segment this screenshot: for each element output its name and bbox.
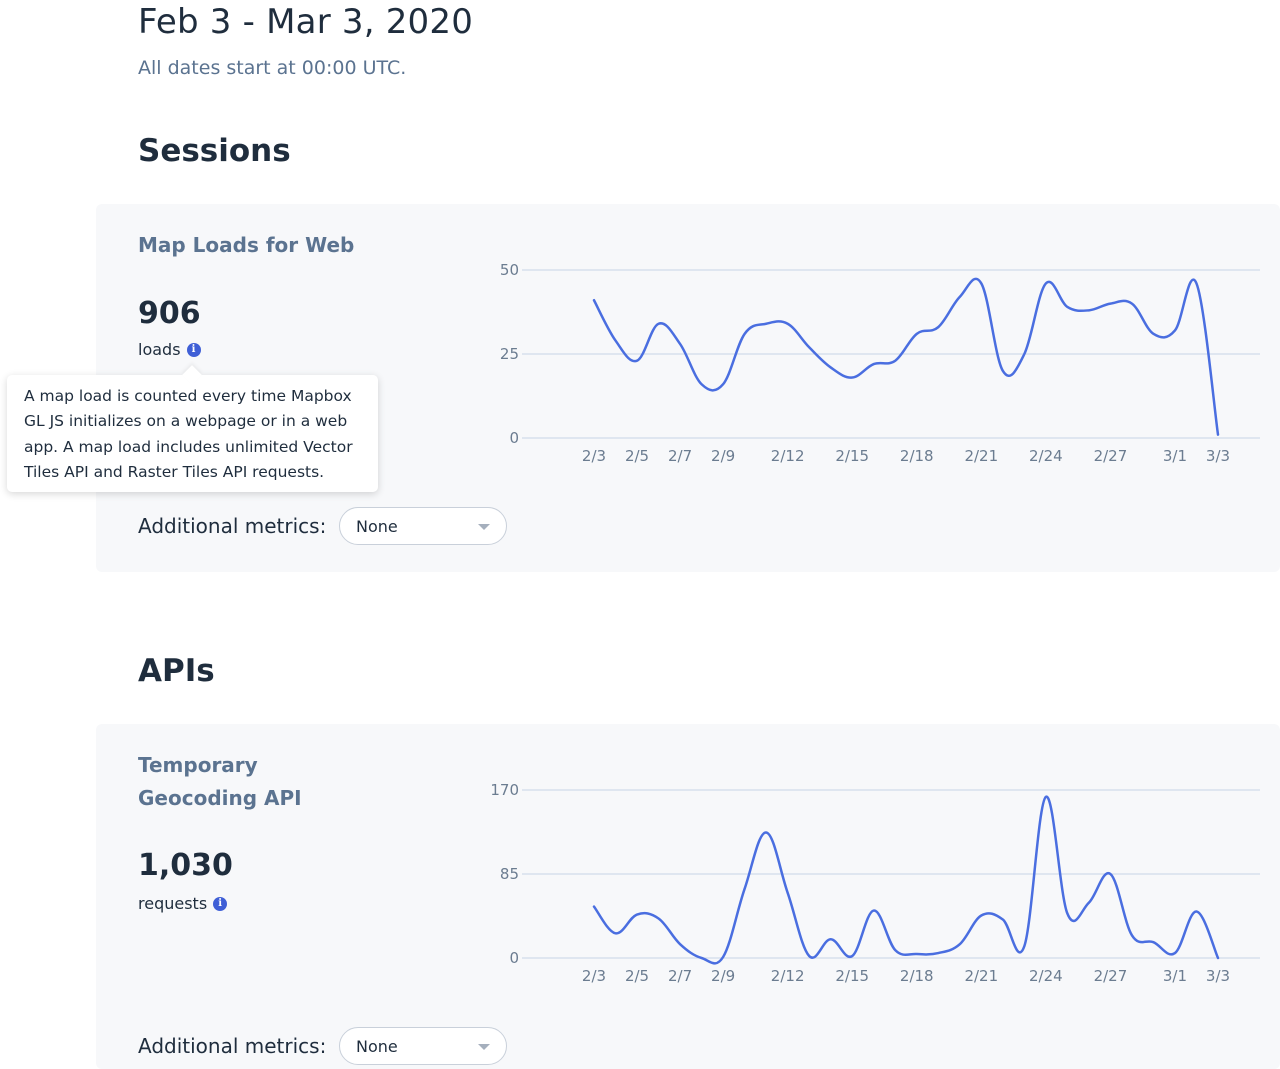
metric-unit: requests i [138,894,228,913]
chevron-down-icon [478,524,490,530]
x-tick-label: 3/3 [1206,967,1230,985]
x-tick-label: 2/3 [582,967,606,985]
x-tick-label: 2/21 [964,447,998,465]
info-icon[interactable]: i [186,342,201,357]
x-tick-label: 2/7 [668,967,692,985]
additional-metrics-select[interactable]: None [339,1027,507,1065]
x-tick-label: 2/27 [1094,447,1128,465]
y-tick-label: 0 [509,429,519,447]
x-tick-label: 2/21 [964,967,998,985]
sessions-heading: Sessions [138,133,291,169]
y-tick-label: 25 [500,345,519,363]
metric-unit-label: requests [138,894,208,913]
series-line [592,277,1220,436]
y-tick-label: 170 [490,781,519,799]
x-tick-label: 2/15 [835,967,869,985]
x-tick-label: 2/12 [771,447,805,465]
apis-panel: Temporary Geocoding API 1,030 requests i… [96,724,1280,1069]
x-tick-label: 2/5 [625,447,649,465]
additional-metrics-label: Additional metrics: [138,1034,327,1058]
x-tick-label: 2/18 [900,967,934,985]
metric-name: Map Loads for Web [138,233,355,257]
x-tick-label: 2/15 [835,447,869,465]
metric-value: 906 [138,296,201,331]
x-tick-label: 2/5 [625,967,649,985]
select-value: None [356,516,398,536]
chevron-down-icon [478,1044,490,1050]
x-tick-label: 2/24 [1029,447,1063,465]
tooltip-text: A map load is counted every time Mapbox … [24,387,353,481]
geocoding-requests-chart-svg: 0 85 170 2/3 2/5 2/7 2/9 2/12 2/15 2/18 2/21 2/24 2/… [490,781,1260,985]
y-tick-label: 50 [500,261,519,279]
x-tick-label: 2/9 [711,447,735,465]
metric-unit: loads i [138,340,201,359]
map-loads-chart: 0 25 50 2/3 2/5 2/7 2/9 2/12 2/15 2/18 2/21 2/24 2/2… [500,255,1280,485]
date-range-title: Feb 3 - Mar 3, 2020 [138,2,474,42]
x-tick-label: 2/3 [582,447,606,465]
x-tick-label: 2/27 [1094,967,1128,985]
metric-name-line-1: Temporary [138,753,258,777]
select-value: None [356,1036,398,1056]
geocoding-requests-chart: 0 85 170 2/3 2/5 2/7 2/9 2/12 2/15 2/18 2/21 2/24 2/… [490,775,1280,1005]
x-tick-label: 2/24 [1029,967,1063,985]
metric-name-line-2: Geocoding API [138,786,302,810]
y-tick-label: 85 [500,865,519,883]
x-tick-label: 2/7 [668,447,692,465]
metric-unit-label: loads [138,340,181,359]
map-loads-chart-svg: 0 25 50 2/3 2/5 2/7 2/9 2/12 2/15 2/18 2/21 2/24 2/2… [500,261,1260,465]
x-tick-label: 3/1 [1163,447,1187,465]
y-tick-label: 0 [509,949,519,967]
info-icon[interactable]: i [213,896,228,911]
additional-metrics-label: Additional metrics: [138,514,327,538]
x-tick-label: 2/12 [771,967,805,985]
date-note: All dates start at 00:00 UTC. [138,57,407,79]
series-line [592,795,1220,965]
x-tick-label: 3/3 [1206,447,1230,465]
x-tick-label: 3/1 [1163,967,1187,985]
info-tooltip: A map load is counted every time Mapbox … [7,375,378,492]
additional-metrics-select[interactable]: None [339,507,507,545]
metric-value: 1,030 [138,848,233,883]
x-tick-label: 2/18 [900,447,934,465]
x-tick-label: 2/9 [711,967,735,985]
apis-heading: APIs [138,653,215,689]
